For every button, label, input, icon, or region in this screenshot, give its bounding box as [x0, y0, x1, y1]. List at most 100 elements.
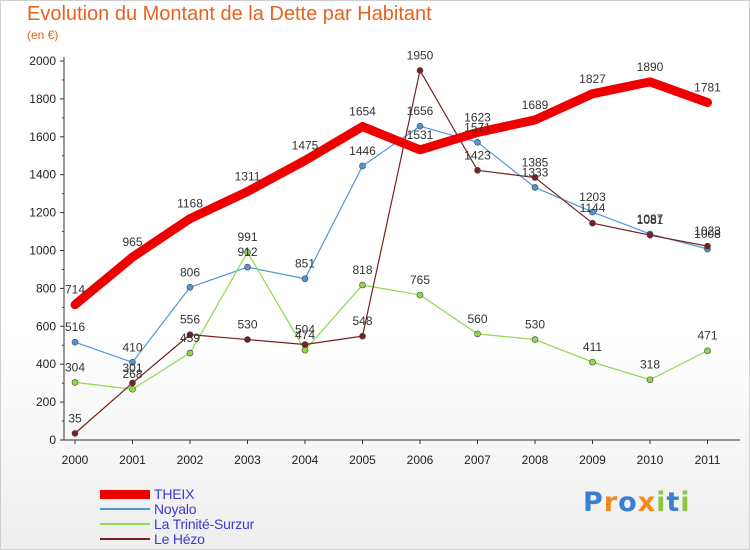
data-label-la-trinite: 991 [237, 230, 257, 244]
data-label-noyalo: 806 [180, 265, 200, 279]
x-tick-label: 2007 [464, 453, 491, 467]
series-line-le-hezo [74, 69, 709, 434]
legend-label-noyalo: Noyalo [154, 501, 197, 517]
data-point-la-trinite [301, 346, 309, 354]
data-label-le-hezo: 1950 [407, 48, 434, 62]
data-point-le-hezo [244, 336, 251, 343]
y-tick-label: 0 [49, 433, 56, 447]
y-tick-label: 1400 [29, 168, 56, 182]
data-point-le-hezo [704, 242, 711, 250]
data-label-noyalo: 1333 [522, 165, 549, 179]
data-label-noyalo: 1656 [407, 104, 434, 118]
x-tick-label: 2011 [695, 453, 721, 467]
data-label-le-hezo: 530 [237, 318, 257, 332]
data-label-noyalo: 1087 [637, 212, 664, 226]
data-point-le-hezo [531, 174, 539, 181]
data-label-noyalo: 1446 [349, 144, 376, 158]
x-tick-label: 2005 [349, 453, 376, 467]
x-tick-label: 2003 [234, 453, 261, 467]
data-label-noyalo: 410 [122, 340, 142, 354]
data-label-theix: 1890 [637, 60, 664, 74]
data-point-la-trinite [244, 248, 251, 256]
data-label-le-hezo: 556 [180, 313, 200, 327]
logo-letter: i [656, 487, 667, 518]
data-point-noyalo [416, 122, 424, 130]
data-point-la-trinite [186, 349, 194, 357]
data-label-le-hezo: 504 [295, 322, 315, 336]
data-point-noyalo [186, 283, 194, 291]
data-label-theix: 1475 [292, 138, 319, 152]
y-tick-label: 200 [36, 395, 56, 409]
data-label-la-trinite: 318 [640, 358, 660, 372]
data-label-noyalo: 516 [65, 320, 85, 334]
data-label-theix: 714 [65, 283, 85, 297]
data-point-la-trinite [531, 336, 539, 343]
data-label-theix: 1689 [522, 98, 549, 112]
data-label-la-trinite: 560 [467, 312, 487, 326]
data-point-la-trinite [474, 330, 481, 338]
data-label-la-trinite: 765 [410, 273, 430, 287]
data-label-le-hezo: 35 [68, 411, 82, 425]
data-point-le-hezo [474, 167, 481, 174]
logo-letter: r [603, 487, 619, 518]
data-label-noyalo: 1008 [694, 227, 721, 241]
data-label-noyalo: 1203 [579, 190, 606, 204]
data-label-theix: 1781 [694, 81, 721, 95]
series-line-noyalo [74, 125, 709, 363]
x-tick-label: 2010 [637, 453, 664, 467]
y-tick-label: 400 [36, 357, 56, 371]
x-tick-label: 2008 [522, 453, 549, 467]
x-tick-label: 2002 [177, 453, 204, 467]
y-tick-label: 1200 [29, 206, 56, 220]
data-label-le-hezo: 1423 [464, 148, 491, 162]
data-label-la-trinite: 304 [65, 360, 85, 374]
y-tick-label: 1800 [29, 92, 56, 106]
data-point-la-trinite [416, 291, 424, 299]
data-point-noyalo [71, 338, 79, 346]
data-point-la-trinite [129, 385, 136, 393]
data-label-la-trinite: 411 [583, 340, 602, 354]
logo-letter: P [583, 487, 604, 518]
data-label-la-trinite: 818 [352, 263, 372, 277]
data-label-le-hezo: 1023 [694, 224, 721, 238]
data-point-la-trinite [589, 358, 596, 366]
data-label-la-trinite: 530 [525, 318, 545, 332]
data-point-noyalo [589, 208, 596, 216]
logo-letter: x [637, 487, 657, 518]
data-point-noyalo [474, 138, 481, 146]
x-tick-label: 2006 [407, 453, 434, 467]
data-label-theix: 1311 [235, 170, 261, 184]
data-point-le-hezo [589, 219, 596, 227]
data-point-le-hezo [129, 379, 136, 387]
legend-label-la-trinite: La Trinité-Surzur [154, 516, 255, 532]
data-label-theix: 1827 [579, 72, 606, 86]
proxiti-logo: Proxiti [583, 487, 691, 518]
data-label-noyalo: 1571 [464, 120, 491, 134]
legend-swatch-le-hezo [100, 538, 150, 540]
data-label-la-trinite: 268 [122, 367, 142, 381]
legend-label-le-hezo: Le Hézo [154, 531, 205, 547]
data-label-la-trinite: 459 [180, 331, 200, 345]
data-point-le-hezo [646, 231, 654, 239]
legend-swatch-noyalo [100, 508, 150, 510]
data-label-noyalo: 912 [237, 245, 257, 259]
data-point-le-hezo [71, 430, 79, 437]
chart-title: Evolution du Montant de la Dette par Hab… [27, 3, 432, 25]
legend-label-theix: THEIX [154, 486, 195, 502]
data-label-le-hezo: 1081 [637, 213, 664, 227]
y-tick-label: 1000 [29, 244, 56, 258]
data-point-noyalo [531, 184, 539, 191]
data-point-noyalo [359, 162, 366, 170]
chart-unit: (en €) [27, 28, 59, 42]
legend-swatch-la-trinite [100, 523, 150, 525]
data-label-theix: 1168 [177, 197, 203, 211]
data-point-le-hezo [359, 332, 366, 340]
y-tick-label: 1600 [29, 130, 56, 144]
data-label-theix: 1623 [464, 110, 491, 124]
series-line-theix [70, 77, 712, 310]
data-label-theix: 1531 [407, 128, 434, 142]
series-line-la-trinite [74, 251, 709, 390]
data-point-la-trinite [704, 347, 711, 355]
